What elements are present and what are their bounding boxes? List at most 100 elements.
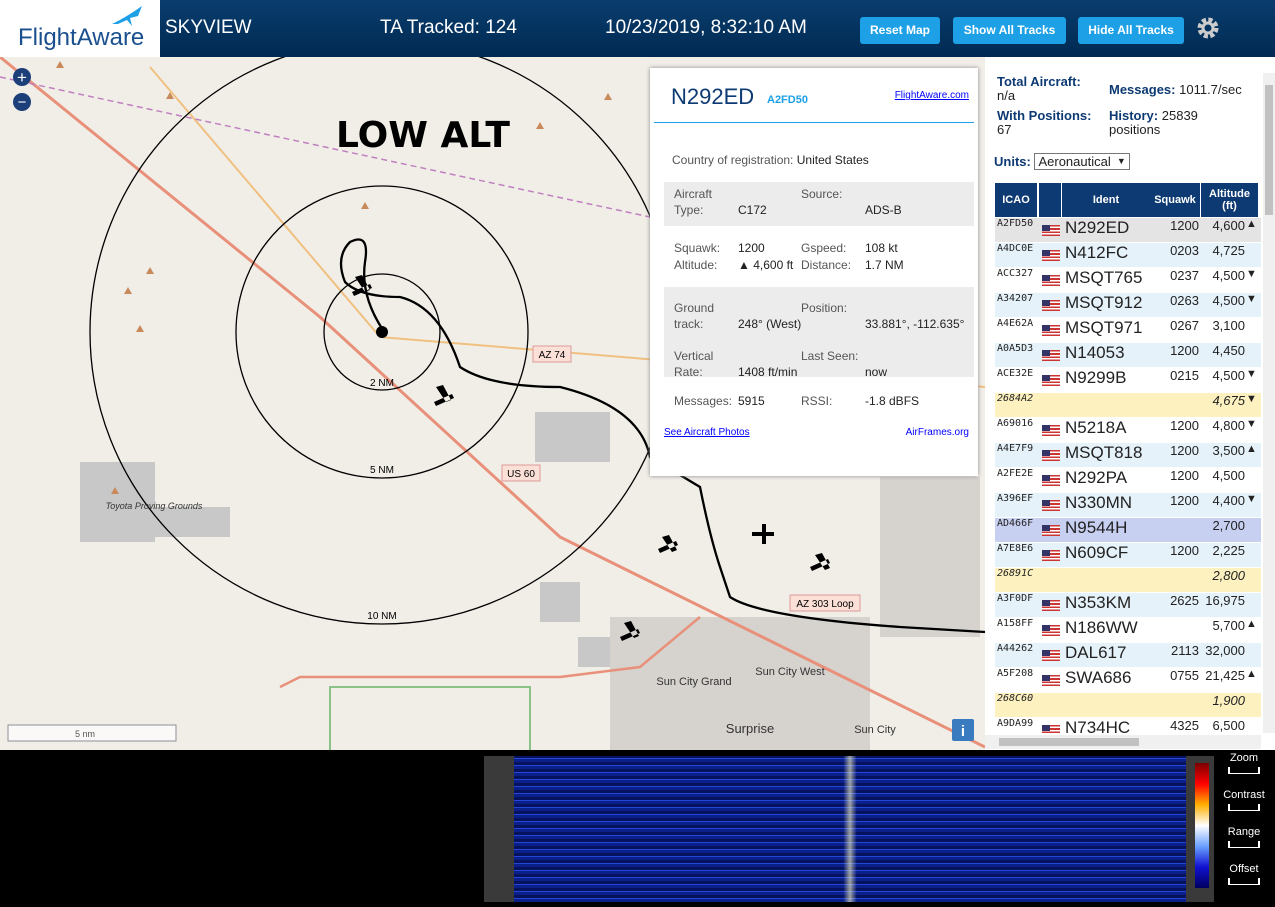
trend-cell: ▼ bbox=[1246, 293, 1257, 305]
trend-cell: ▲ bbox=[1246, 443, 1257, 455]
popup-registration: N292ED bbox=[671, 84, 755, 109]
table-row[interactable] bbox=[995, 643, 1261, 667]
table-row[interactable] bbox=[995, 393, 1261, 417]
column-header[interactable]: ICAO bbox=[995, 183, 1037, 217]
logo-plane bbox=[112, 6, 142, 26]
field-value: ▲ 4,600 ft bbox=[738, 258, 794, 272]
tracked-count: TA Tracked: 124 bbox=[380, 17, 517, 38]
header: FlightAware SKYVIEW TA Tracked: 124 10/2… bbox=[0, 0, 1275, 57]
table-row[interactable] bbox=[995, 693, 1261, 717]
flag-canton bbox=[1042, 500, 1050, 506]
column-header[interactable]: Ident bbox=[1062, 183, 1150, 217]
column-header[interactable]: Altitude (ft) bbox=[1201, 183, 1258, 217]
table-row[interactable] bbox=[995, 568, 1261, 592]
trend-cell: ▲ bbox=[1246, 668, 1257, 680]
flag-canton bbox=[1042, 300, 1050, 306]
icao-cell: A158FF bbox=[997, 618, 1034, 629]
spectrum-slider[interactable] bbox=[1228, 841, 1260, 848]
icao-cell: A9DA99 bbox=[997, 718, 1034, 729]
table-row[interactable] bbox=[995, 268, 1261, 292]
flag bbox=[1042, 300, 1060, 311]
zoom-in[interactable]: + bbox=[17, 68, 27, 87]
table-row[interactable] bbox=[995, 218, 1261, 242]
hide-tracks-button[interactable]: Hide All Tracks bbox=[1078, 17, 1184, 44]
table-row[interactable] bbox=[995, 718, 1261, 733]
column-header[interactable]: Squawk bbox=[1150, 183, 1200, 217]
flag-canton bbox=[1042, 600, 1050, 606]
reset-map-button[interactable]: Reset Map bbox=[860, 17, 940, 44]
aircraft-popup: N292ED A2FD50 FlightAware.com Country of… bbox=[650, 68, 978, 476]
info-button[interactable]: i bbox=[961, 723, 965, 740]
table-row[interactable] bbox=[995, 418, 1261, 442]
zoom-out[interactable]: − bbox=[18, 94, 27, 111]
table-row[interactable] bbox=[995, 368, 1261, 392]
ident-cell: N9299B bbox=[1065, 368, 1127, 387]
spectrum-slider[interactable] bbox=[1228, 878, 1260, 885]
table-row[interactable] bbox=[995, 443, 1261, 467]
flag-canton bbox=[1042, 375, 1050, 381]
spectrum-slider[interactable] bbox=[1228, 804, 1260, 811]
icao-cell: A34207 bbox=[997, 293, 1034, 304]
flag-canton bbox=[1042, 250, 1050, 256]
field-value: 1408 ft/min bbox=[738, 365, 798, 379]
altitude-cell: 2,800 bbox=[1212, 568, 1245, 583]
table-row[interactable] bbox=[995, 343, 1261, 367]
table-row[interactable] bbox=[995, 293, 1261, 317]
table-row[interactable] bbox=[995, 493, 1261, 517]
flag-canton bbox=[1042, 225, 1050, 231]
table-row[interactable] bbox=[995, 543, 1261, 567]
ident-cell: SWA686 bbox=[1065, 668, 1132, 687]
ident-cell: N330MN bbox=[1065, 493, 1133, 512]
place-label: Toyota Proving Grounds bbox=[106, 501, 203, 511]
table-row[interactable] bbox=[995, 243, 1261, 267]
table-row[interactable] bbox=[995, 618, 1261, 642]
settings-icon[interactable] bbox=[1196, 16, 1220, 40]
altitude-cell: 3,100 bbox=[1212, 318, 1245, 333]
ident-cell: N353KM bbox=[1065, 593, 1132, 612]
icao-cell: A7E8E6 bbox=[997, 543, 1034, 554]
flag-canton bbox=[1042, 350, 1050, 356]
flag-canton bbox=[1042, 275, 1050, 281]
units-select[interactable]: Aeronautical ▼ bbox=[1034, 153, 1130, 170]
icao-cell: A396EF bbox=[997, 493, 1034, 504]
show-tracks-button[interactable]: Show All Tracks bbox=[953, 17, 1066, 44]
airframes-link[interactable]: AirFrames.org bbox=[905, 427, 969, 438]
flag bbox=[1042, 675, 1060, 686]
icao-cell: AD466F bbox=[997, 518, 1034, 529]
flag bbox=[1042, 600, 1060, 611]
v-scrollbar[interactable] bbox=[1263, 73, 1275, 733]
table-row[interactable] bbox=[995, 468, 1261, 492]
flag bbox=[1042, 550, 1060, 561]
spectrum-slider[interactable] bbox=[1228, 767, 1260, 774]
icao-cell: 26891C bbox=[997, 568, 1034, 579]
ident-cell: N609CF bbox=[1065, 543, 1129, 562]
units-value: Aeronautical bbox=[1038, 154, 1111, 169]
field-label: Source: bbox=[801, 187, 843, 201]
squawk-cell: 1200 bbox=[1170, 543, 1199, 558]
country-label: Country of registration: bbox=[672, 153, 794, 167]
flag-canton bbox=[1042, 425, 1050, 431]
table-row[interactable] bbox=[995, 668, 1261, 692]
logo-text: FlightAware bbox=[18, 24, 145, 51]
flag-canton bbox=[1042, 650, 1050, 656]
squawk-cell: 0267 bbox=[1170, 318, 1199, 333]
squawk-cell: 4325 bbox=[1170, 718, 1199, 733]
logo[interactable]: FlightAware bbox=[0, 0, 160, 57]
field-label: Aircraft Type: bbox=[674, 187, 713, 217]
ident-cell: N292ED bbox=[1065, 218, 1130, 237]
table-row[interactable] bbox=[995, 518, 1261, 542]
place-label: Surprise bbox=[726, 721, 774, 736]
table-row[interactable] bbox=[995, 318, 1261, 342]
field-group bbox=[664, 182, 974, 226]
table-row[interactable] bbox=[995, 593, 1261, 617]
flightaware-link[interactable]: FlightAware.com bbox=[894, 90, 969, 101]
altitude-cell: 2,700 bbox=[1212, 518, 1245, 533]
stat-value: n/a bbox=[997, 88, 1016, 103]
icao-cell: ACE32E bbox=[997, 368, 1034, 379]
stat-label: Messages: bbox=[1109, 82, 1176, 97]
h-scrollbar[interactable] bbox=[985, 735, 1261, 749]
altitude-cell: 4,500 bbox=[1212, 368, 1245, 383]
icao-cell: 2684A2 bbox=[997, 393, 1034, 404]
photos-link[interactable]: See Aircraft Photos bbox=[664, 427, 750, 438]
